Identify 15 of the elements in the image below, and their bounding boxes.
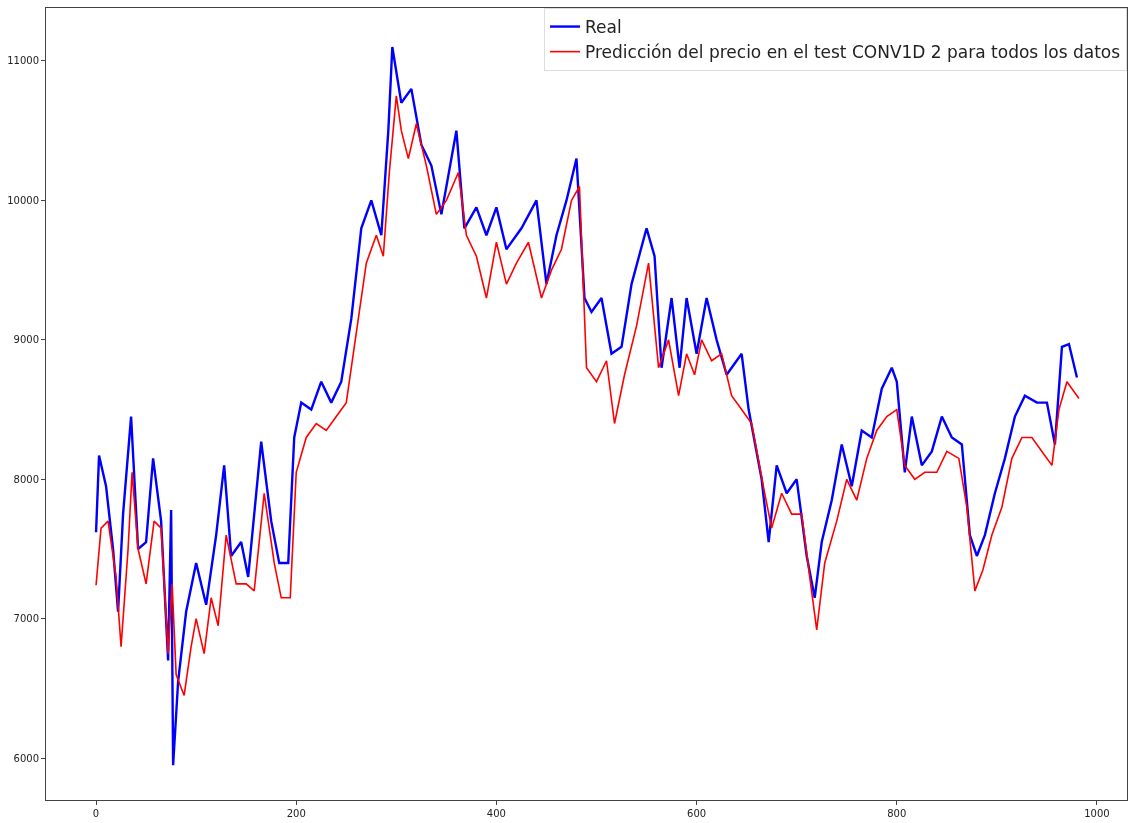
legend-label: Predicción del precio en el test CONV1D 2 para todos los datos <box>585 42 1121 63</box>
x-tick-label: 200 <box>286 808 306 819</box>
x-tick-label: 600 <box>687 808 707 819</box>
line-series <box>95 95 1080 697</box>
x-tick-label: 0 <box>92 808 100 819</box>
y-tick-label: 8000 <box>13 473 39 485</box>
x-tick-label: 1000 <box>1084 808 1110 819</box>
y-tick-label: 6000 <box>13 752 39 764</box>
y-tick-label: 7000 <box>13 613 39 625</box>
y-tick-label: 10000 <box>7 194 39 206</box>
x-tick-label: 400 <box>486 808 506 819</box>
legend-label: Real <box>585 17 622 38</box>
y-tick-label: 9000 <box>13 334 39 346</box>
y-tick-label: 11000 <box>7 55 39 67</box>
x-tick-label: 800 <box>887 808 907 819</box>
